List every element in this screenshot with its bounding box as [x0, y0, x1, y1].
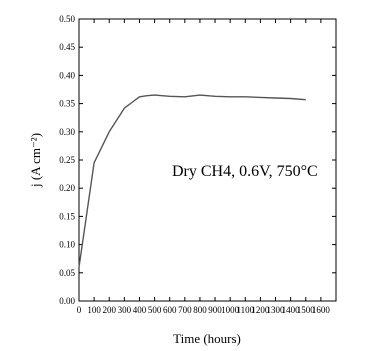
y-tick-label: 0.50	[59, 14, 75, 24]
y-tick-label: 0.30	[59, 127, 75, 137]
y-tick-label: 0.20	[59, 183, 75, 193]
y-tick-label: 0.45	[59, 42, 75, 52]
x-tick-label: 1400	[282, 305, 301, 315]
y-tick-label: 0.10	[59, 240, 75, 250]
x-tick-label: 1600	[312, 305, 331, 315]
x-tick-label: 400	[133, 305, 147, 315]
x-tick-label: 1500	[297, 305, 316, 315]
y-tick-label: 0.25	[59, 155, 75, 165]
axis-ticks: 0.00 0.05 0.10 0.15 0.20 0.25 0.30 0.35 0.40 0.45…	[59, 14, 336, 315]
series-layer	[78, 94, 306, 268]
y-tick-label: 0.15	[59, 211, 75, 221]
x-axis-title: Time (hours)	[173, 331, 241, 346]
y-axis-title: j (A cm⁻²)	[28, 133, 43, 188]
y-tick-label: 0.40	[59, 70, 75, 80]
x-tick-label: 500	[148, 305, 162, 315]
chart-annotation: Dry CH4, 0.6V, 750°C	[172, 163, 318, 180]
x-tick-label: 800	[193, 305, 207, 315]
x-tick-label: 1300	[267, 305, 286, 315]
y-tick-label: 0.35	[59, 99, 75, 109]
x-tick-label: 700	[178, 305, 192, 315]
y-tick-label: 0.05	[59, 268, 75, 278]
x-tick-label: 900	[208, 305, 222, 315]
series-line	[78, 94, 306, 268]
plot-frame	[78, 18, 337, 302]
x-tick-label: 300	[118, 305, 132, 315]
x-tick-label: 1200	[251, 305, 270, 315]
x-tick-label: 200	[102, 305, 116, 315]
y-tick-label: 0.00	[59, 296, 75, 306]
x-tick-label: 1000	[221, 305, 240, 315]
x-tick-label: 0	[77, 305, 82, 315]
x-tick-label: 100	[87, 305, 101, 315]
x-tick-label: 600	[163, 305, 177, 315]
x-tick-label: 1100	[236, 305, 254, 315]
